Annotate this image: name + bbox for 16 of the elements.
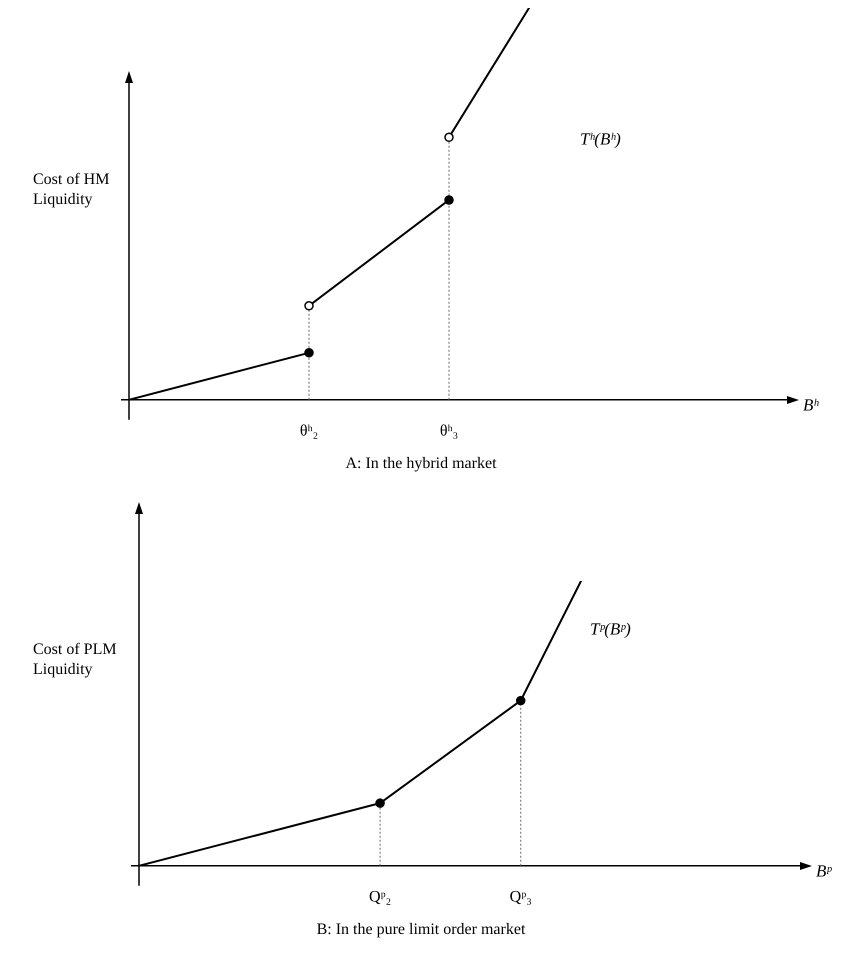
x-tick-label: θʰ₃ bbox=[440, 422, 458, 440]
text: B: In the pure limit order market bbox=[316, 921, 526, 940]
point bbox=[304, 301, 314, 311]
y-axis-title: Cost of PLM Liquidity bbox=[33, 640, 118, 680]
x-tick-label: Qᵖ₃ bbox=[510, 888, 532, 906]
text: A: In the hybrid market bbox=[344, 455, 498, 474]
x-axis-title: Bᵖ bbox=[816, 861, 832, 880]
point bbox=[444, 195, 454, 205]
point bbox=[304, 348, 314, 358]
x-tick-label: Qᵖ₂ bbox=[369, 888, 392, 906]
annotation: Tᵖ(Bᵖ) bbox=[590, 619, 632, 638]
point bbox=[444, 132, 454, 142]
x-tick-label: θʰ₂ bbox=[300, 422, 318, 440]
x-axis-title: Bʰ bbox=[803, 395, 820, 414]
y-axis-title: Cost of HM Liquidity bbox=[33, 170, 110, 210]
annotation: Tʰ(Bʰ) bbox=[580, 129, 622, 148]
